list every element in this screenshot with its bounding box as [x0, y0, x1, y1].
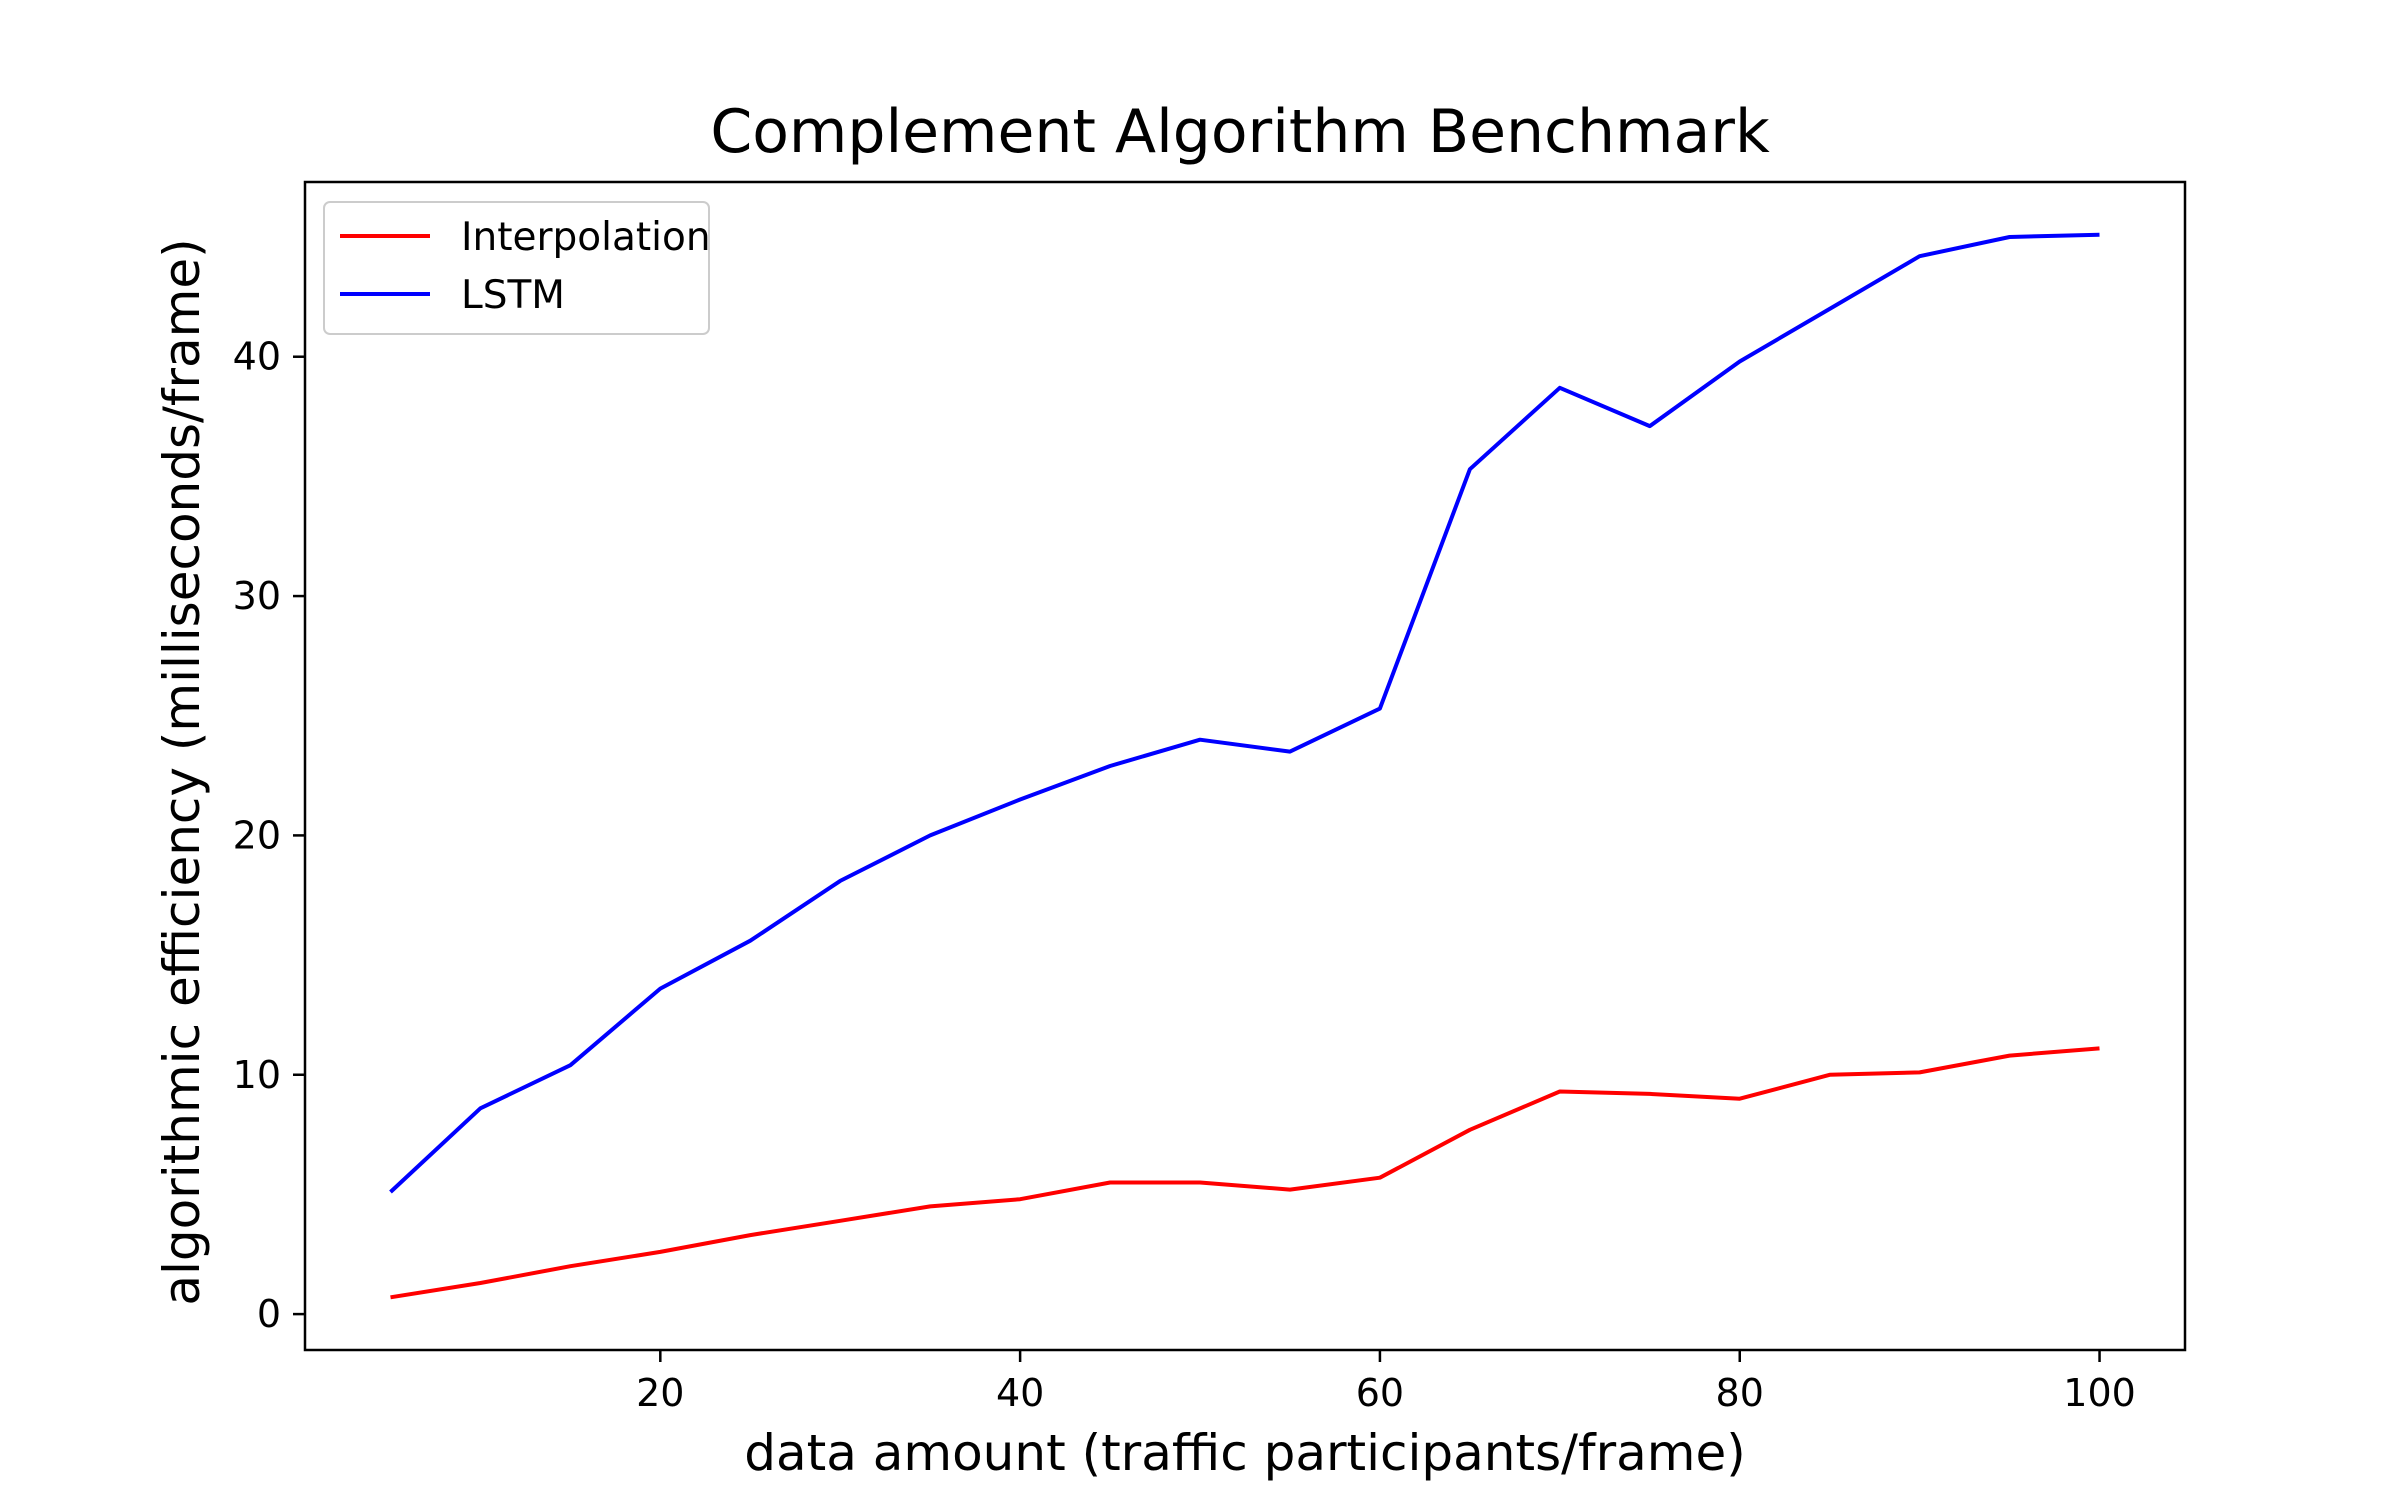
series-line-lstm [389, 232, 2100, 1194]
x-tick-label: 80 [1716, 1371, 1764, 1415]
x-tick-label: 100 [2063, 1371, 2136, 1415]
y-tick-label: 0 [257, 1292, 281, 1336]
x-tick-label: 20 [636, 1371, 684, 1415]
y-axis-ticks: 0 10 20 30 40 [233, 335, 305, 1336]
chart-title: Complement Algorithm Benchmark [710, 97, 1770, 167]
series-layer [389, 232, 2100, 1300]
plot-area-frame [303, 180, 2187, 1352]
y-tick-label: 10 [233, 1053, 281, 1097]
legend-label-interpolation: Interpolation [461, 215, 711, 260]
y-tick-label: 40 [233, 335, 281, 379]
x-axis-ticks: 20 40 60 80 100 [636, 1350, 2136, 1415]
y-tick-label: 20 [233, 813, 281, 857]
x-tick-label: 60 [1356, 1371, 1404, 1415]
x-tick-label: 40 [996, 1371, 1044, 1415]
y-axis-label: algorithmic efficiency (milliseconds/fra… [153, 238, 211, 1305]
legend-label-lstm: LSTM [461, 273, 565, 318]
x-axis-label: data amount (traffic participants/frame) [744, 1424, 1746, 1482]
y-tick-label: 30 [233, 574, 281, 618]
series-line-interpolation [390, 1046, 2100, 1300]
legend: Interpolation LSTM [323, 201, 711, 335]
